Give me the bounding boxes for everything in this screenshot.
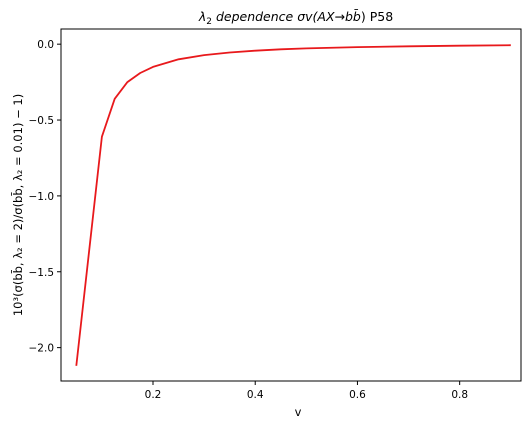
y-tick-label: 0.0 (37, 39, 54, 51)
chart-title: λ2 dependence σv(AX→bb̄) P58 (198, 9, 393, 27)
y-tick-label: −1.0 (29, 191, 55, 203)
x-ticks: 0.2 0.4 0.6 0.8 (145, 381, 468, 401)
x-axis-label: v (295, 405, 302, 419)
title-middle: dependence σv(AX→b (212, 9, 353, 24)
x-tick-label: 0.8 (451, 389, 468, 401)
x-tick-label: 0.6 (349, 389, 366, 401)
title-bbar: b̄ (353, 9, 361, 24)
title-subscript: 2 (206, 17, 212, 27)
plot-lines (75, 44, 511, 366)
y-tick-label: −1.5 (29, 267, 55, 279)
x-tick-label: 0.2 (145, 389, 162, 401)
title-lambda: λ (198, 9, 206, 24)
series-line (75, 44, 511, 366)
x-tick-label: 0.4 (247, 389, 264, 401)
y-tick-label: −2.0 (29, 343, 55, 355)
title-end: ) P58 (361, 9, 393, 24)
y-tick-label: −0.5 (29, 115, 55, 127)
plot-frame (60, 28, 522, 382)
y-ticks: 0.0 −0.5 −1.0 −1.5 −2.0 (29, 39, 61, 355)
y-axis-label: 10³(σ(bb̄, λ₂ = 2)/σ(bb̄, λ₂ = 0.01) − 1… (11, 94, 25, 316)
